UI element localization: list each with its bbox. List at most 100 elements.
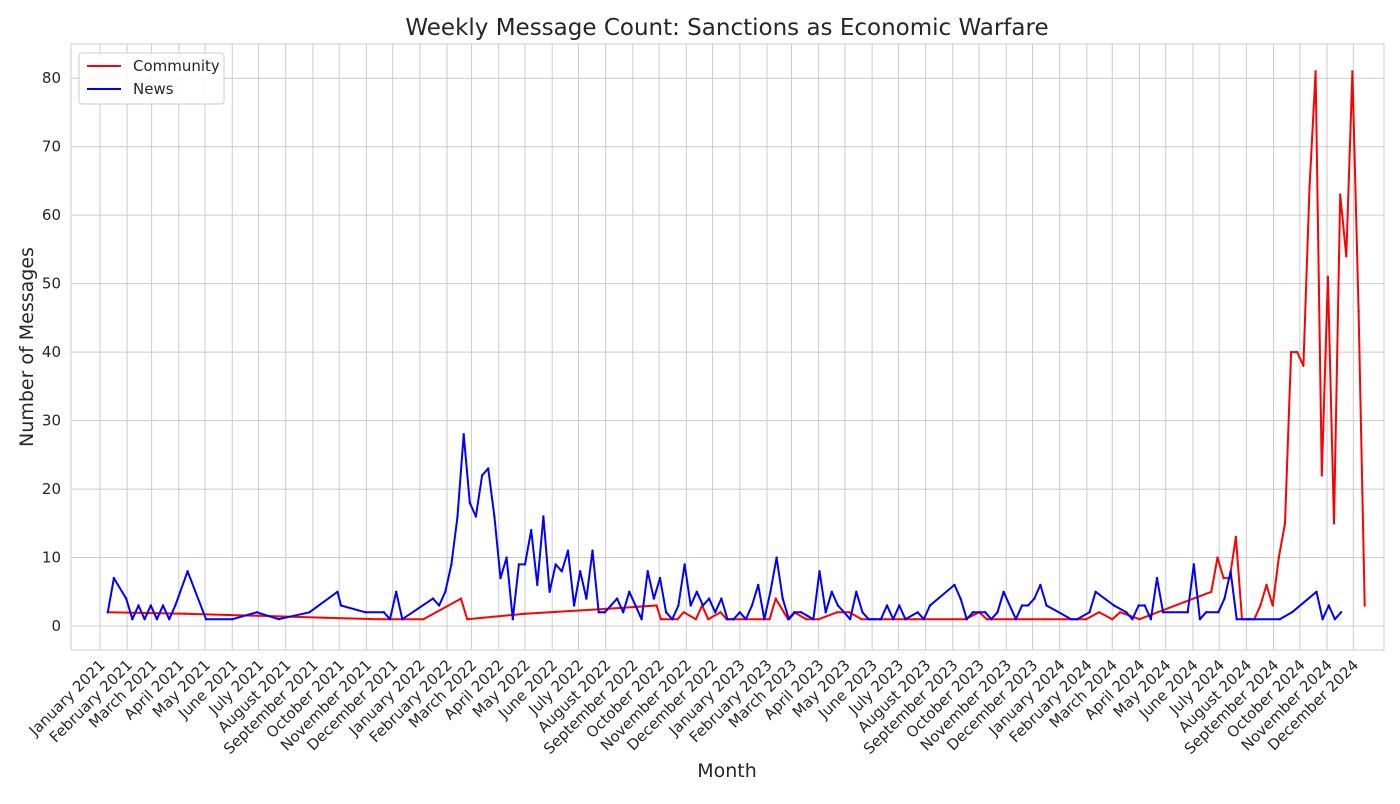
data-point-news [830,590,833,593]
data-point-news [1131,618,1134,621]
data-point-community [1302,364,1305,367]
data-point-news [1235,618,1238,621]
legend-label-community: Community [133,57,220,75]
data-point-news [161,604,165,607]
data-point-news [1069,618,1073,621]
data-point-news [787,618,791,621]
data-point-news [336,590,339,593]
data-point-news [597,611,600,614]
data-point-news [1020,604,1024,607]
x-gridlines [99,44,1354,650]
data-point-news [836,604,840,607]
data-point-news [186,570,189,573]
data-point-news [640,618,643,621]
y-tick-label: 50 [42,275,61,293]
data-point-news [1125,611,1128,614]
data-point-news [658,576,662,580]
data-point-news [560,570,563,573]
y-tick-label: 20 [42,480,61,498]
data-point-community [707,618,710,621]
data-point-news [732,618,735,621]
data-point-news [308,611,311,614]
series-lines [106,70,1366,621]
data-point-news [671,618,674,621]
data-point-news [462,433,465,436]
data-point-community [848,611,851,614]
data-point-community [1119,611,1122,614]
data-point-news [1217,611,1220,614]
data-point-community [835,611,839,614]
data-point-community [1234,535,1238,539]
data-point-news [928,604,932,607]
data-point-news [781,597,784,600]
data-point-community [655,604,658,607]
data-point-news [615,597,619,600]
data-point-news [1315,590,1318,593]
data-point-community [1210,590,1213,593]
data-point-news [683,563,686,566]
data-point-news [499,576,502,580]
data-point-news [922,618,925,621]
data-point-community [805,618,808,621]
data-point-news [143,618,146,621]
data-point-news [873,618,876,621]
data-point-news [1186,611,1189,614]
data-point-news [106,611,110,614]
data-point-news [1192,563,1196,566]
data-point-community [1216,556,1219,559]
data-point-news [395,590,398,593]
data-point-community [183,612,187,615]
y-gridlines [71,77,1384,627]
data-point-news [646,570,649,573]
data-point-community [1289,350,1293,354]
data-point-news [1198,618,1202,621]
data-point-news [530,529,533,532]
data-point-news [155,618,159,621]
data-point-community [659,618,663,621]
data-point-news [1327,604,1331,607]
data-point-news [806,614,809,617]
data-point-news [174,604,177,607]
y-tick-label: 10 [42,549,61,567]
data-point-news [812,618,815,621]
data-point-community [1222,576,1225,580]
data-point-news [885,604,889,607]
data-point-news [585,597,588,600]
data-point-news [431,597,435,600]
data-point-news [855,590,858,593]
y-tick-label: 40 [42,343,61,361]
data-point-news [523,563,527,566]
data-point-community [1277,556,1281,559]
data-point-news [707,597,711,600]
data-point-news [450,563,453,566]
data-point-community [1351,70,1354,73]
data-point-news [1039,583,1042,587]
data-point-news [1026,604,1030,607]
data-point-community [1326,275,1330,278]
data-point-community [1043,618,1047,621]
series-line-news [106,433,1342,621]
data-point-news [1014,618,1018,621]
data-point-news [204,618,208,621]
data-point-community [1097,611,1101,614]
y-axis-label: Number of Messages [16,247,38,447]
data-point-news [364,611,367,614]
data-point-news [1076,618,1079,621]
data-point-news [1278,618,1281,621]
data-point-community [1265,583,1268,587]
data-point-community [694,618,698,621]
data-point-news [511,618,514,621]
data-point-news [971,611,975,614]
data-point-community [1345,255,1348,258]
data-point-community [1259,604,1262,607]
data-point-news [1112,604,1116,607]
data-point-news [1033,597,1036,600]
data-point-news [879,618,883,621]
data-point-community [676,618,679,621]
data-point-news [1002,590,1005,593]
data-point-news [112,576,116,580]
data-point-community [1138,618,1141,621]
data-point-news [689,604,692,607]
data-point-community [1308,186,1311,189]
